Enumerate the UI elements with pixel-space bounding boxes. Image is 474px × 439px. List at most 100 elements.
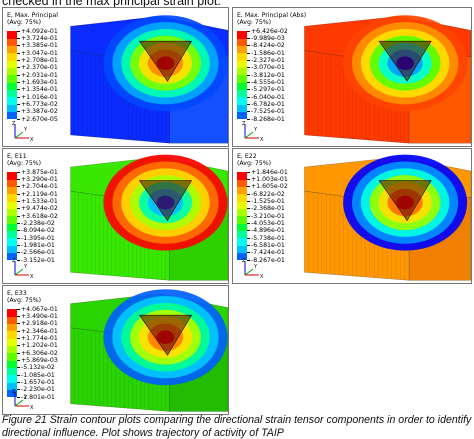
legend-tick [247,230,250,232]
legend-tick [247,111,250,113]
legend-tick [247,45,250,47]
legend-tick [17,38,20,40]
legend-tick [247,171,250,173]
legend-tick [17,82,20,84]
legend-tick [17,323,20,325]
legend-swatch [7,382,17,391]
axis-line-y [14,131,24,139]
axis-line-y [14,399,24,407]
legend-value: +5.869e-03 [21,357,58,365]
legend-tick [17,259,20,261]
axis-label-z: Z [242,258,246,264]
legend-row: +3.490e-01 [7,313,58,324]
legend-swatch [237,60,247,68]
axis-triad: Z XY [12,389,34,410]
legend-tick [17,237,20,239]
legend-tick [247,82,250,84]
legend-value: -2.566e-01 [21,249,55,257]
legend-tick [247,245,250,247]
legend-row: +3.290e-01 [7,176,58,187]
legend-value: -3.210e-01 [251,212,285,220]
legend-swatch [237,75,247,83]
legend-value: -1.586e-01 [251,49,285,57]
legend-tick [247,67,250,69]
legend-value: +6.426e-02 [251,27,288,35]
legend-swatch [237,194,247,202]
legend-row: +1.003e-01 [237,176,288,187]
legend-row: +1.774e-01 [7,335,58,346]
legend-tick [247,74,250,76]
legend-row: +3.385e-01 [7,42,58,54]
legend-value: +2.119e-01 [21,190,58,198]
legend-tick [247,30,250,32]
legend-swatch [237,68,247,76]
legend-row: +1.846e-01 [237,169,288,180]
legend-swatch [7,323,17,332]
legend-tick [17,252,20,254]
legend-value: +4.092e-01 [21,27,58,35]
legend-swatch [237,38,247,46]
legend-value: -2.801e-01 [21,393,55,401]
legend-value: -3.070e-01 [251,64,285,72]
legend-row: -1.395e-01 [7,234,58,246]
top-text: checked in the max principal strain plot… [2,0,221,8]
legend-value: -8.267e-01 [251,256,285,264]
legend-swatch [7,331,17,339]
legend-value: -2.327e-01 [251,57,285,65]
legend-row: -3.812e-01 [237,72,306,83]
legend-tick [17,186,20,188]
mesh-render [70,15,228,144]
legend-row: -8.268e-01 [237,116,306,123]
mesh-render [304,154,471,281]
axis-label-y: Y [23,264,28,270]
legend-row: -8.094e-02 [7,227,58,239]
legend-row: -2.327e-01 [237,57,306,68]
legend-tick [17,89,20,91]
indentation-pit [138,40,193,82]
legend-value: -2.238e-02 [21,220,55,228]
legend-value: -7.424e-01 [251,249,285,257]
legend-swatch [7,31,17,39]
legend-swatch [7,209,17,217]
legend-value: +9.474e-02 [21,205,58,213]
legend-tick [17,215,20,217]
legend-tick [247,252,250,254]
legend-tick [17,171,20,173]
legend-swatch [237,245,247,254]
legend-row: +6.773e-02 [7,101,58,113]
legend-value: +1.533e-01 [21,198,58,206]
legend-value: +2.918e-01 [21,320,58,328]
legend-tick [17,104,20,106]
axis-label-y: Y [253,127,258,133]
legend-row: +9.474e-02 [7,205,58,217]
legend-swatch [7,97,17,105]
legend-row: +2.704e-01 [7,183,58,195]
legend-value: +6.306e-02 [21,349,58,357]
axis-label-y: Y [23,395,28,401]
legend-row: +3.387e-02 [7,108,58,120]
legend-row: -5.297e-01 [237,86,306,98]
legend-value: -1.085e-01 [21,371,55,379]
legend-tick [247,259,250,261]
legend-value: -3.152e-01 [21,256,55,264]
axis-label-z: Z [242,121,246,127]
contour-legend: E, E22 (Avg: 75%) +1.846e-01 +1.003e-01 +1.6… [237,153,288,264]
legend-swatch [7,172,17,180]
legend-swatch [7,346,17,354]
legend-row: -7.424e-01 [237,249,288,261]
legend-swatch [7,353,17,361]
legend-tick [17,96,20,98]
legend-row: +3.875e-01 [7,169,58,180]
legend-tick [17,308,20,310]
axis-label-z: Z [12,258,16,264]
legend-value: -1.395e-01 [21,234,55,242]
legend-swatch [237,216,247,224]
legend-swatch [237,172,247,180]
legend-row: -3.210e-01 [237,212,288,224]
legend-value: +3.385e-01 [21,42,58,50]
legend-title: E, E22 [237,153,257,160]
legend-value: +1.003e-01 [251,176,288,184]
legend-tick [17,316,20,318]
legend-value: -6.822e-02 [251,190,285,198]
legend-swatch [7,360,17,369]
